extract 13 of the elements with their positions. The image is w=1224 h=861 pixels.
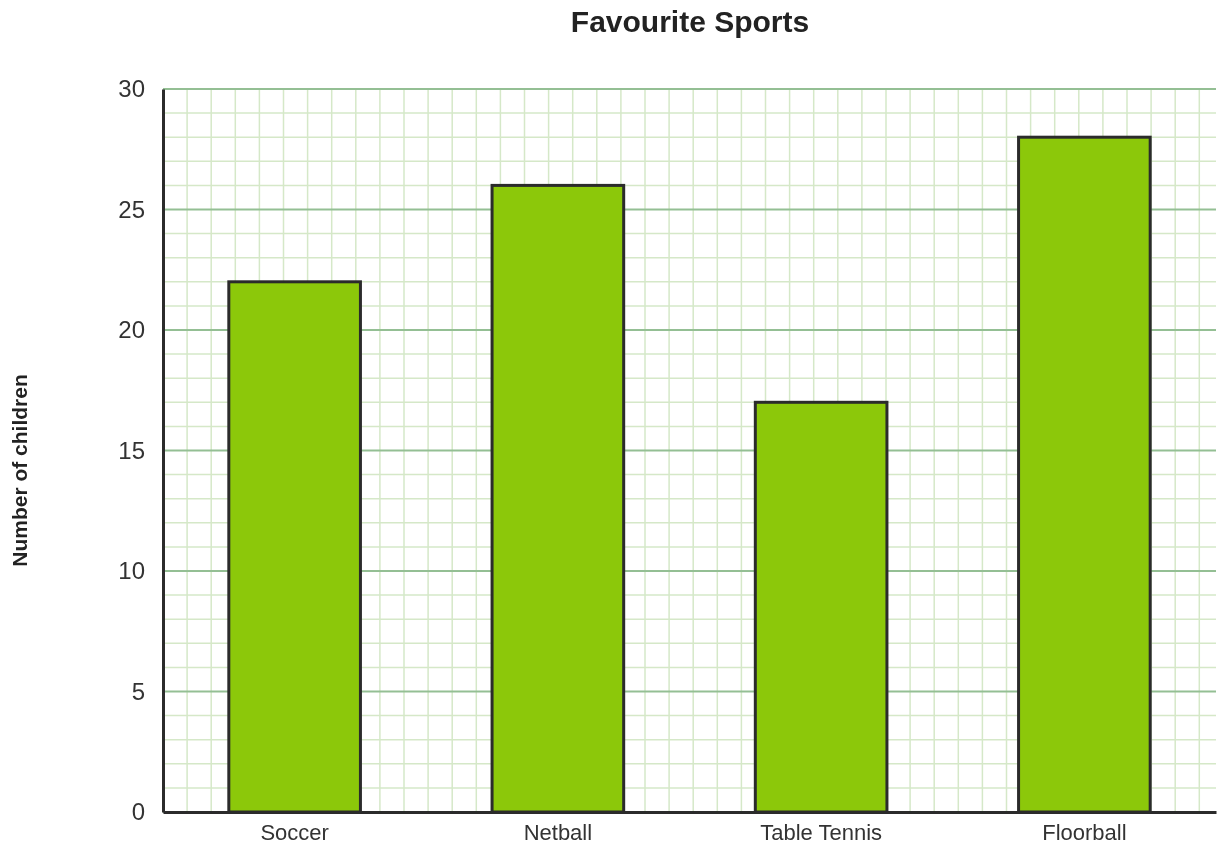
y-tick-label: 20 (118, 316, 145, 344)
x-tick-label: Floorball (1042, 819, 1127, 845)
y-tick-label: 25 (118, 195, 145, 223)
x-tick-label: Netball (523, 819, 593, 845)
y-tick-label: 5 (131, 677, 145, 705)
y-tick-label: 30 (118, 75, 145, 103)
x-tick-label: Table Tennis (760, 819, 883, 845)
y-axis-title: Number of children (8, 374, 31, 567)
chart-title: Favourite Sports (570, 5, 810, 38)
x-tick-label: Soccer (260, 819, 329, 845)
y-tick-label: 0 (131, 798, 145, 826)
y-tick-label: 10 (118, 557, 145, 585)
y-tick-label: 15 (118, 436, 145, 464)
